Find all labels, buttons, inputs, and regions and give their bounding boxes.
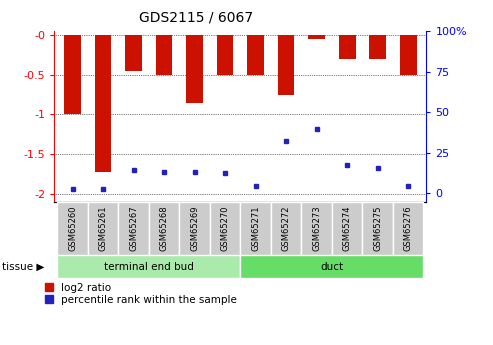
Bar xyxy=(64,35,81,115)
Text: GSM65268: GSM65268 xyxy=(160,206,169,252)
Bar xyxy=(210,202,241,255)
Bar xyxy=(362,202,393,255)
Bar xyxy=(125,35,142,71)
Bar xyxy=(332,202,362,255)
Text: GSM65270: GSM65270 xyxy=(220,206,230,251)
Text: GSM65267: GSM65267 xyxy=(129,206,138,252)
Text: GSM65269: GSM65269 xyxy=(190,206,199,251)
Text: GSM65271: GSM65271 xyxy=(251,206,260,251)
Text: GSM65275: GSM65275 xyxy=(373,206,382,251)
Legend: log2 ratio, percentile rank within the sample: log2 ratio, percentile rank within the s… xyxy=(45,283,237,305)
Bar xyxy=(400,35,417,75)
Text: GSM65260: GSM65260 xyxy=(68,206,77,251)
Text: GSM65261: GSM65261 xyxy=(99,206,107,251)
Bar xyxy=(247,35,264,75)
Bar xyxy=(88,202,118,255)
Text: GSM65274: GSM65274 xyxy=(343,206,352,251)
Text: GDS2115 / 6067: GDS2115 / 6067 xyxy=(139,10,253,24)
Text: terminal end bud: terminal end bud xyxy=(104,262,194,272)
Bar xyxy=(393,202,423,255)
Bar xyxy=(240,255,423,278)
Bar xyxy=(186,35,203,102)
Bar xyxy=(149,202,179,255)
Text: duct: duct xyxy=(320,262,344,272)
Bar xyxy=(339,35,355,59)
Bar xyxy=(308,35,325,39)
Bar xyxy=(240,202,271,255)
Bar xyxy=(118,202,149,255)
Text: tissue ▶: tissue ▶ xyxy=(2,262,45,272)
Bar xyxy=(278,35,294,95)
Bar xyxy=(156,35,173,75)
Bar xyxy=(217,35,234,75)
Bar xyxy=(57,202,88,255)
Bar xyxy=(271,202,301,255)
Bar xyxy=(301,202,332,255)
Bar xyxy=(95,35,111,172)
Bar xyxy=(179,202,210,255)
Bar xyxy=(57,255,241,278)
Text: GSM65272: GSM65272 xyxy=(282,206,290,251)
Text: GSM65276: GSM65276 xyxy=(404,206,413,252)
Bar xyxy=(369,35,386,59)
Text: GSM65273: GSM65273 xyxy=(312,206,321,252)
